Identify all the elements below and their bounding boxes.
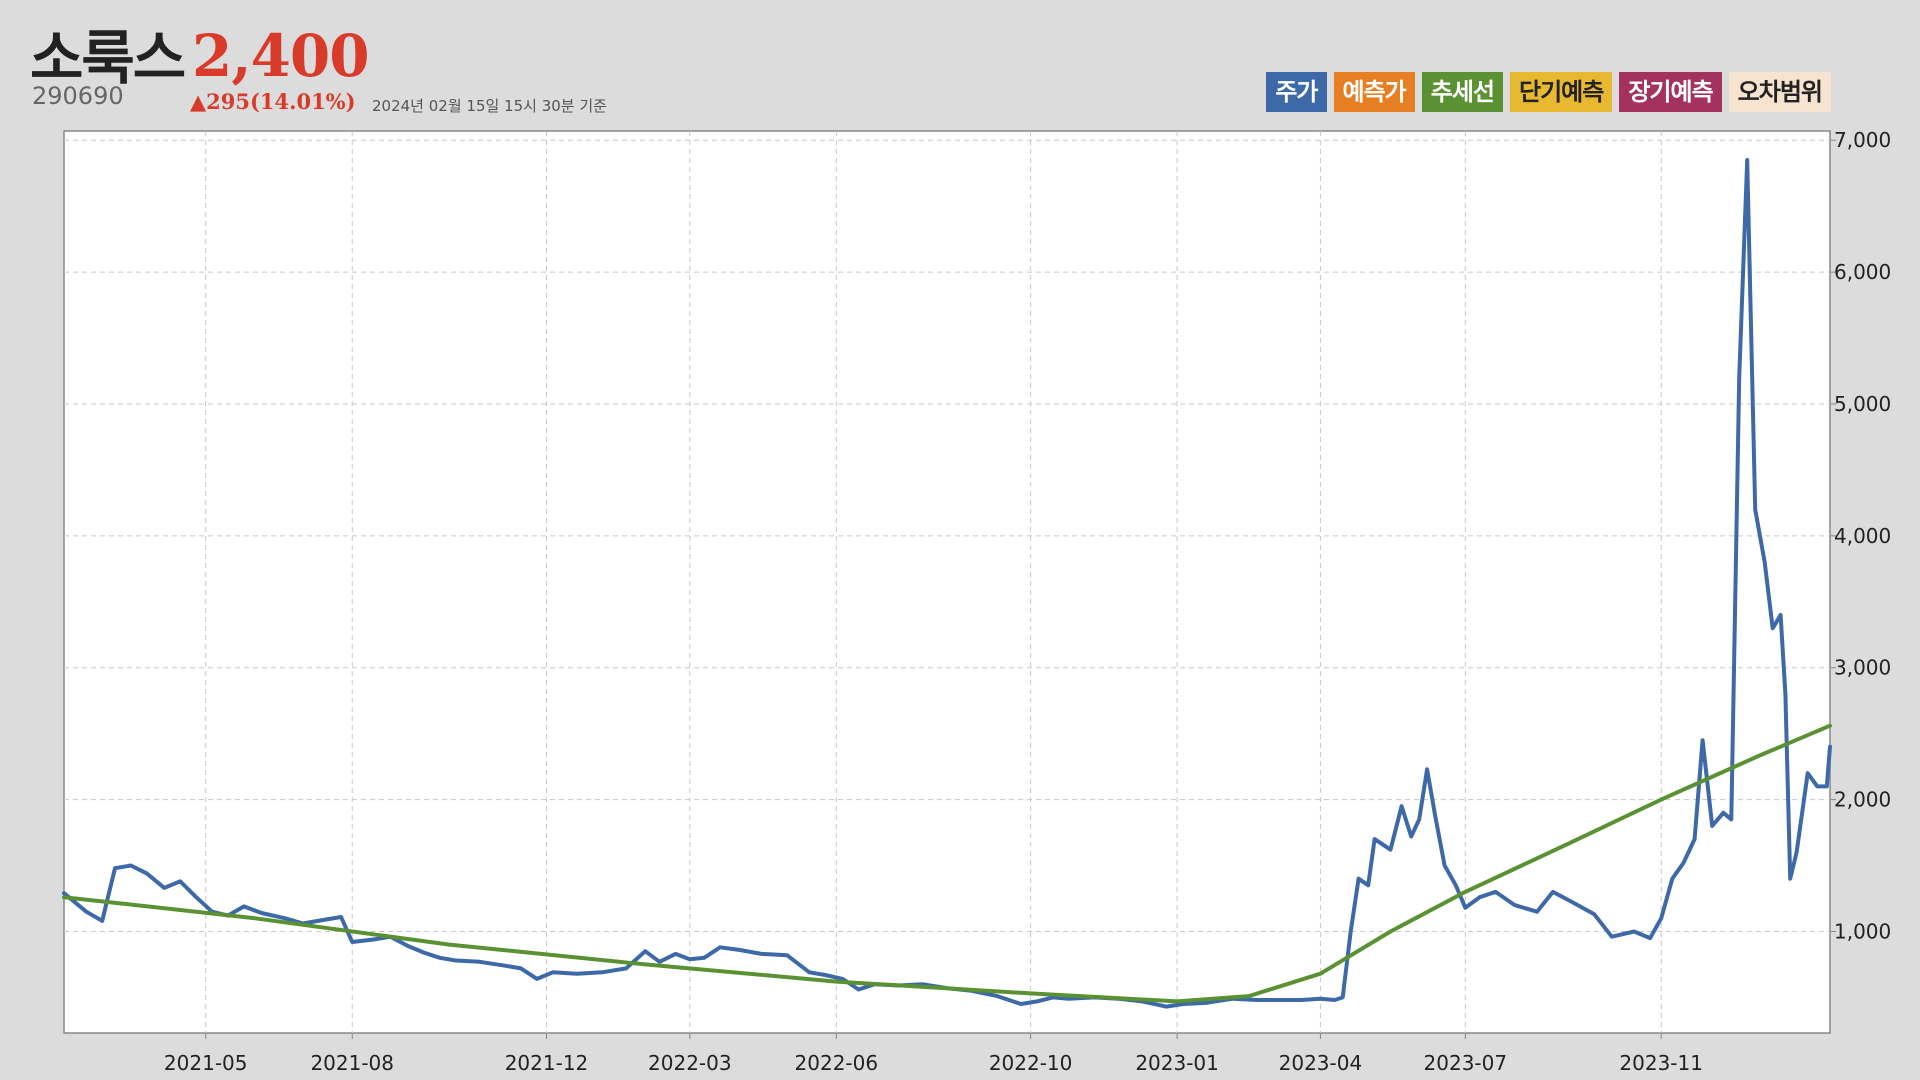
plot-area [63, 130, 1831, 1034]
legend-item-trend[interactable]: 추세선 [1421, 72, 1504, 112]
x-tick-label: 2021-05 [164, 1051, 248, 1075]
as-of-timestamp: 2024년 02월 15일 15시 30분 기준 [372, 97, 607, 115]
series-lines [62, 158, 1832, 1009]
x-tick-label: 2023-11 [1619, 1051, 1703, 1075]
trend-series-line [62, 723, 1832, 1004]
chart-legend: 주가 예측가 추세선 단기예측 장기예측 오차범위 [1266, 72, 1831, 112]
grid-lines [64, 131, 1830, 1033]
y-tick-label: 6,000 [1834, 260, 1891, 284]
x-tick-label: 2021-08 [310, 1051, 394, 1075]
stock-name: 소룩스 [30, 24, 186, 92]
price-change: ▲295(14.01%) [190, 89, 356, 114]
y-axis-ticks: 1,000 2,000 3,000 4,000 5,000 6,000 7,000 [1830, 128, 1891, 943]
y-tick-label: 4,000 [1834, 524, 1891, 548]
legend-item-error-range[interactable]: 오차범위 [1728, 72, 1831, 112]
y-tick-label: 7,000 [1834, 128, 1891, 152]
stock-code: 290690 [32, 82, 124, 110]
y-tick-label: 1,000 [1834, 919, 1891, 943]
y-tick-label: 5,000 [1834, 392, 1891, 416]
x-tick-label: 2023-07 [1424, 1051, 1508, 1075]
x-tick-label: 2023-04 [1279, 1051, 1363, 1075]
x-tick-label: 2023-01 [1135, 1051, 1219, 1075]
x-tick-label: 2022-06 [795, 1051, 879, 1075]
x-tick-label: 2022-10 [989, 1051, 1073, 1075]
y-tick-label: 3,000 [1834, 656, 1891, 680]
stock-price: 2,400 [192, 22, 370, 90]
legend-item-short-term[interactable]: 단기예측 [1510, 72, 1613, 112]
legend-item-long-term[interactable]: 장기예측 [1619, 72, 1722, 112]
x-axis-ticks: 2021-05 2021-08 2021-12 2022-03 2022-06 2022-… [164, 1033, 1703, 1075]
y-tick-label: 2,000 [1834, 788, 1891, 812]
x-tick-label: 2021-12 [505, 1051, 589, 1075]
legend-item-price[interactable]: 주가 [1266, 72, 1327, 112]
legend-item-forecast[interactable]: 예측가 [1333, 72, 1415, 112]
x-tick-label: 2022-03 [648, 1051, 732, 1075]
